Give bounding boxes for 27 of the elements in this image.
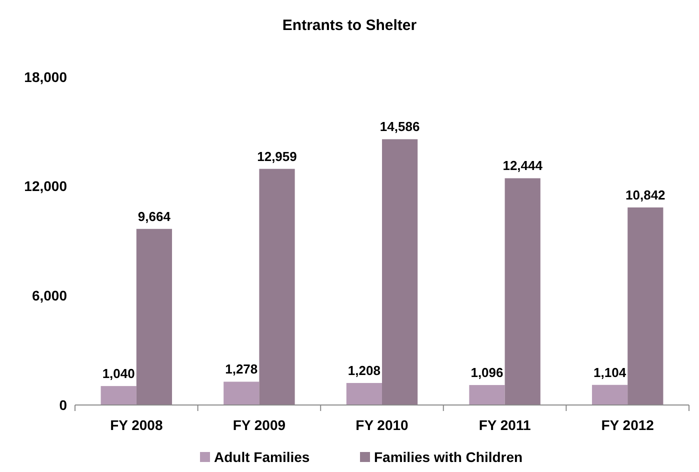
legend-label: Adult Families — [214, 449, 310, 465]
y-tick-label: 6,000 — [32, 288, 68, 304]
x-tick-label: FY 2008 — [110, 417, 163, 433]
data-label: 1,208 — [348, 362, 380, 378]
data-label: 9,664 — [138, 208, 172, 224]
chart-title: Entrants to Shelter — [282, 17, 417, 34]
legend-label: Families with Children — [374, 449, 523, 465]
x-tick-label: FY 2010 — [356, 417, 409, 433]
bar — [592, 384, 628, 405]
bar — [100, 386, 136, 405]
x-tick-label: FY 2009 — [232, 417, 286, 433]
data-label: 10,842 — [626, 187, 666, 202]
y-tick-label: 0 — [59, 396, 68, 413]
bar — [346, 382, 382, 405]
x-tick-label: FY 2012 — [601, 417, 654, 433]
data-label: 1,096 — [470, 365, 504, 380]
data-label: 1,278 — [225, 362, 258, 377]
data-label: 1,104 — [594, 364, 627, 380]
data-label: 12,444 — [502, 158, 544, 174]
y-tick-label: 18,000 — [24, 68, 68, 85]
data-label: 14,586 — [380, 119, 420, 134]
x-tick-label: FY 2011 — [478, 417, 531, 433]
bar — [469, 385, 505, 405]
data-label: 1,040 — [102, 366, 135, 382]
bar — [224, 382, 260, 405]
data-label: 12,959 — [257, 148, 297, 164]
y-tick-label: 12,000 — [24, 178, 68, 194]
